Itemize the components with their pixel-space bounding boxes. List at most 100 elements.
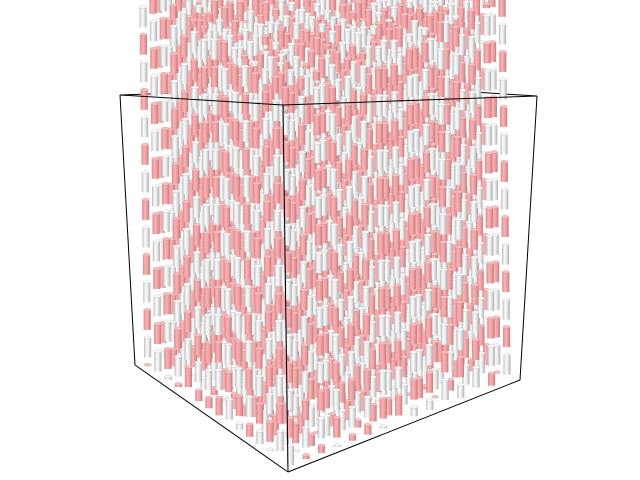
cylinder-cap <box>447 2 455 6</box>
cylinder-cap <box>441 7 450 11</box>
cylinder-body <box>150 103 159 124</box>
cylinder-cap <box>454 217 463 221</box>
cylinder-body <box>174 356 182 377</box>
cylinder-body <box>171 163 180 184</box>
cylinder-cap <box>181 145 190 149</box>
cylinder-body <box>483 15 491 36</box>
cylinder-body <box>503 326 511 348</box>
cylinder-body <box>488 0 496 8</box>
cylinder-cap <box>143 335 152 339</box>
cylinder-body <box>438 131 446 153</box>
cylinder-body <box>159 0 167 12</box>
cylinder-cap <box>183 310 192 314</box>
cylinder-cap <box>395 3 404 7</box>
cylinder-body <box>467 359 475 372</box>
cylinder-body <box>470 229 478 250</box>
cylinder-body <box>457 384 465 398</box>
cylinder-cap <box>468 90 477 94</box>
cylinder-body <box>141 144 149 165</box>
cylinder-body <box>262 2 270 22</box>
cylinder-body <box>443 61 451 82</box>
cylinder-body <box>465 222 473 243</box>
cylinder-body <box>501 216 509 237</box>
cylinder-body <box>436 22 444 42</box>
cylinder-body <box>386 68 394 89</box>
cylinder-cap <box>359 25 368 29</box>
cylinder-body <box>402 74 410 95</box>
cylinder-body <box>170 9 178 30</box>
cylinder-cap <box>160 99 169 103</box>
cylinder-cap <box>172 189 180 193</box>
cylinder-body <box>231 0 239 10</box>
cylinder-body <box>140 89 148 110</box>
cylinder-cap <box>498 50 507 54</box>
cylinder-cap <box>410 19 419 23</box>
cylinder-body <box>182 174 190 195</box>
cylinder-body <box>483 344 491 365</box>
cylinder-body <box>422 6 430 28</box>
cylinder-body <box>162 183 170 204</box>
cylinder-cap <box>485 206 494 210</box>
cylinder-body <box>172 119 180 140</box>
cylinder-cap <box>428 147 436 151</box>
cylinder-body <box>454 191 462 212</box>
cylinder-cap <box>499 77 508 81</box>
cylinder-cap <box>173 272 181 276</box>
cylinder-body <box>479 97 487 118</box>
cylinder-cap <box>471 283 479 287</box>
cylinder-body <box>150 48 158 69</box>
cylinder-body <box>405 322 413 343</box>
cylinder-cap <box>426 64 435 69</box>
cylinder-cap <box>374 11 383 15</box>
cylinder-body <box>375 1 383 22</box>
cylinder-cap <box>152 267 161 271</box>
cylinder-body <box>452 0 460 13</box>
cylinder-body <box>173 202 181 223</box>
cylinder-body <box>183 284 191 305</box>
cylinder-cap <box>482 13 491 18</box>
cylinder-body <box>490 124 498 145</box>
cylinder-body <box>155 19 163 41</box>
cylinder-cap <box>469 173 478 177</box>
cylinder-body <box>500 134 508 155</box>
cylinder-body <box>185 0 193 10</box>
cylinder-body <box>149 21 157 42</box>
cylinder-body <box>444 143 452 164</box>
cylinder-body <box>489 97 497 118</box>
cylinder-body <box>492 317 500 338</box>
cylinder-cap <box>142 280 151 284</box>
cylinder-cap <box>456 355 465 359</box>
cylinder-body <box>483 43 491 64</box>
cylinder-body <box>466 277 474 298</box>
cylinder-cap <box>359 17 367 21</box>
cylinder-body <box>482 317 490 338</box>
cylinder-cap <box>468 117 477 122</box>
cylinder-body <box>500 106 508 127</box>
cylinder-body <box>467 37 476 58</box>
cylinder-body <box>440 297 448 318</box>
cylinder-body <box>159 350 167 360</box>
cylinder-cap <box>159 44 168 48</box>
cylinder-cap <box>163 292 171 296</box>
cylinder-cap <box>374 21 383 25</box>
cylinder-cap <box>498 22 507 26</box>
cylinder-body <box>437 0 446 19</box>
cylinder-body <box>389 288 397 309</box>
cylinder-cap <box>139 32 148 37</box>
cylinder-body <box>468 0 476 1</box>
cylinder-body <box>404 212 412 233</box>
cylinder-body <box>153 323 162 345</box>
cylinder-body <box>463 56 471 78</box>
cylinder-body <box>173 246 181 267</box>
cylinder-body <box>157 157 165 178</box>
cylinder-body <box>180 64 188 85</box>
cylinder-body <box>443 33 451 54</box>
cylinder-cap <box>174 354 182 358</box>
cylinder-body <box>469 119 477 140</box>
cylinder-cap <box>439 267 448 272</box>
cylinder-cap <box>340 0 347 1</box>
cylinder-body <box>156 74 164 96</box>
cylinder-body <box>387 96 395 117</box>
cylinder-cap <box>385 27 393 31</box>
cylinder-body <box>139 7 147 28</box>
